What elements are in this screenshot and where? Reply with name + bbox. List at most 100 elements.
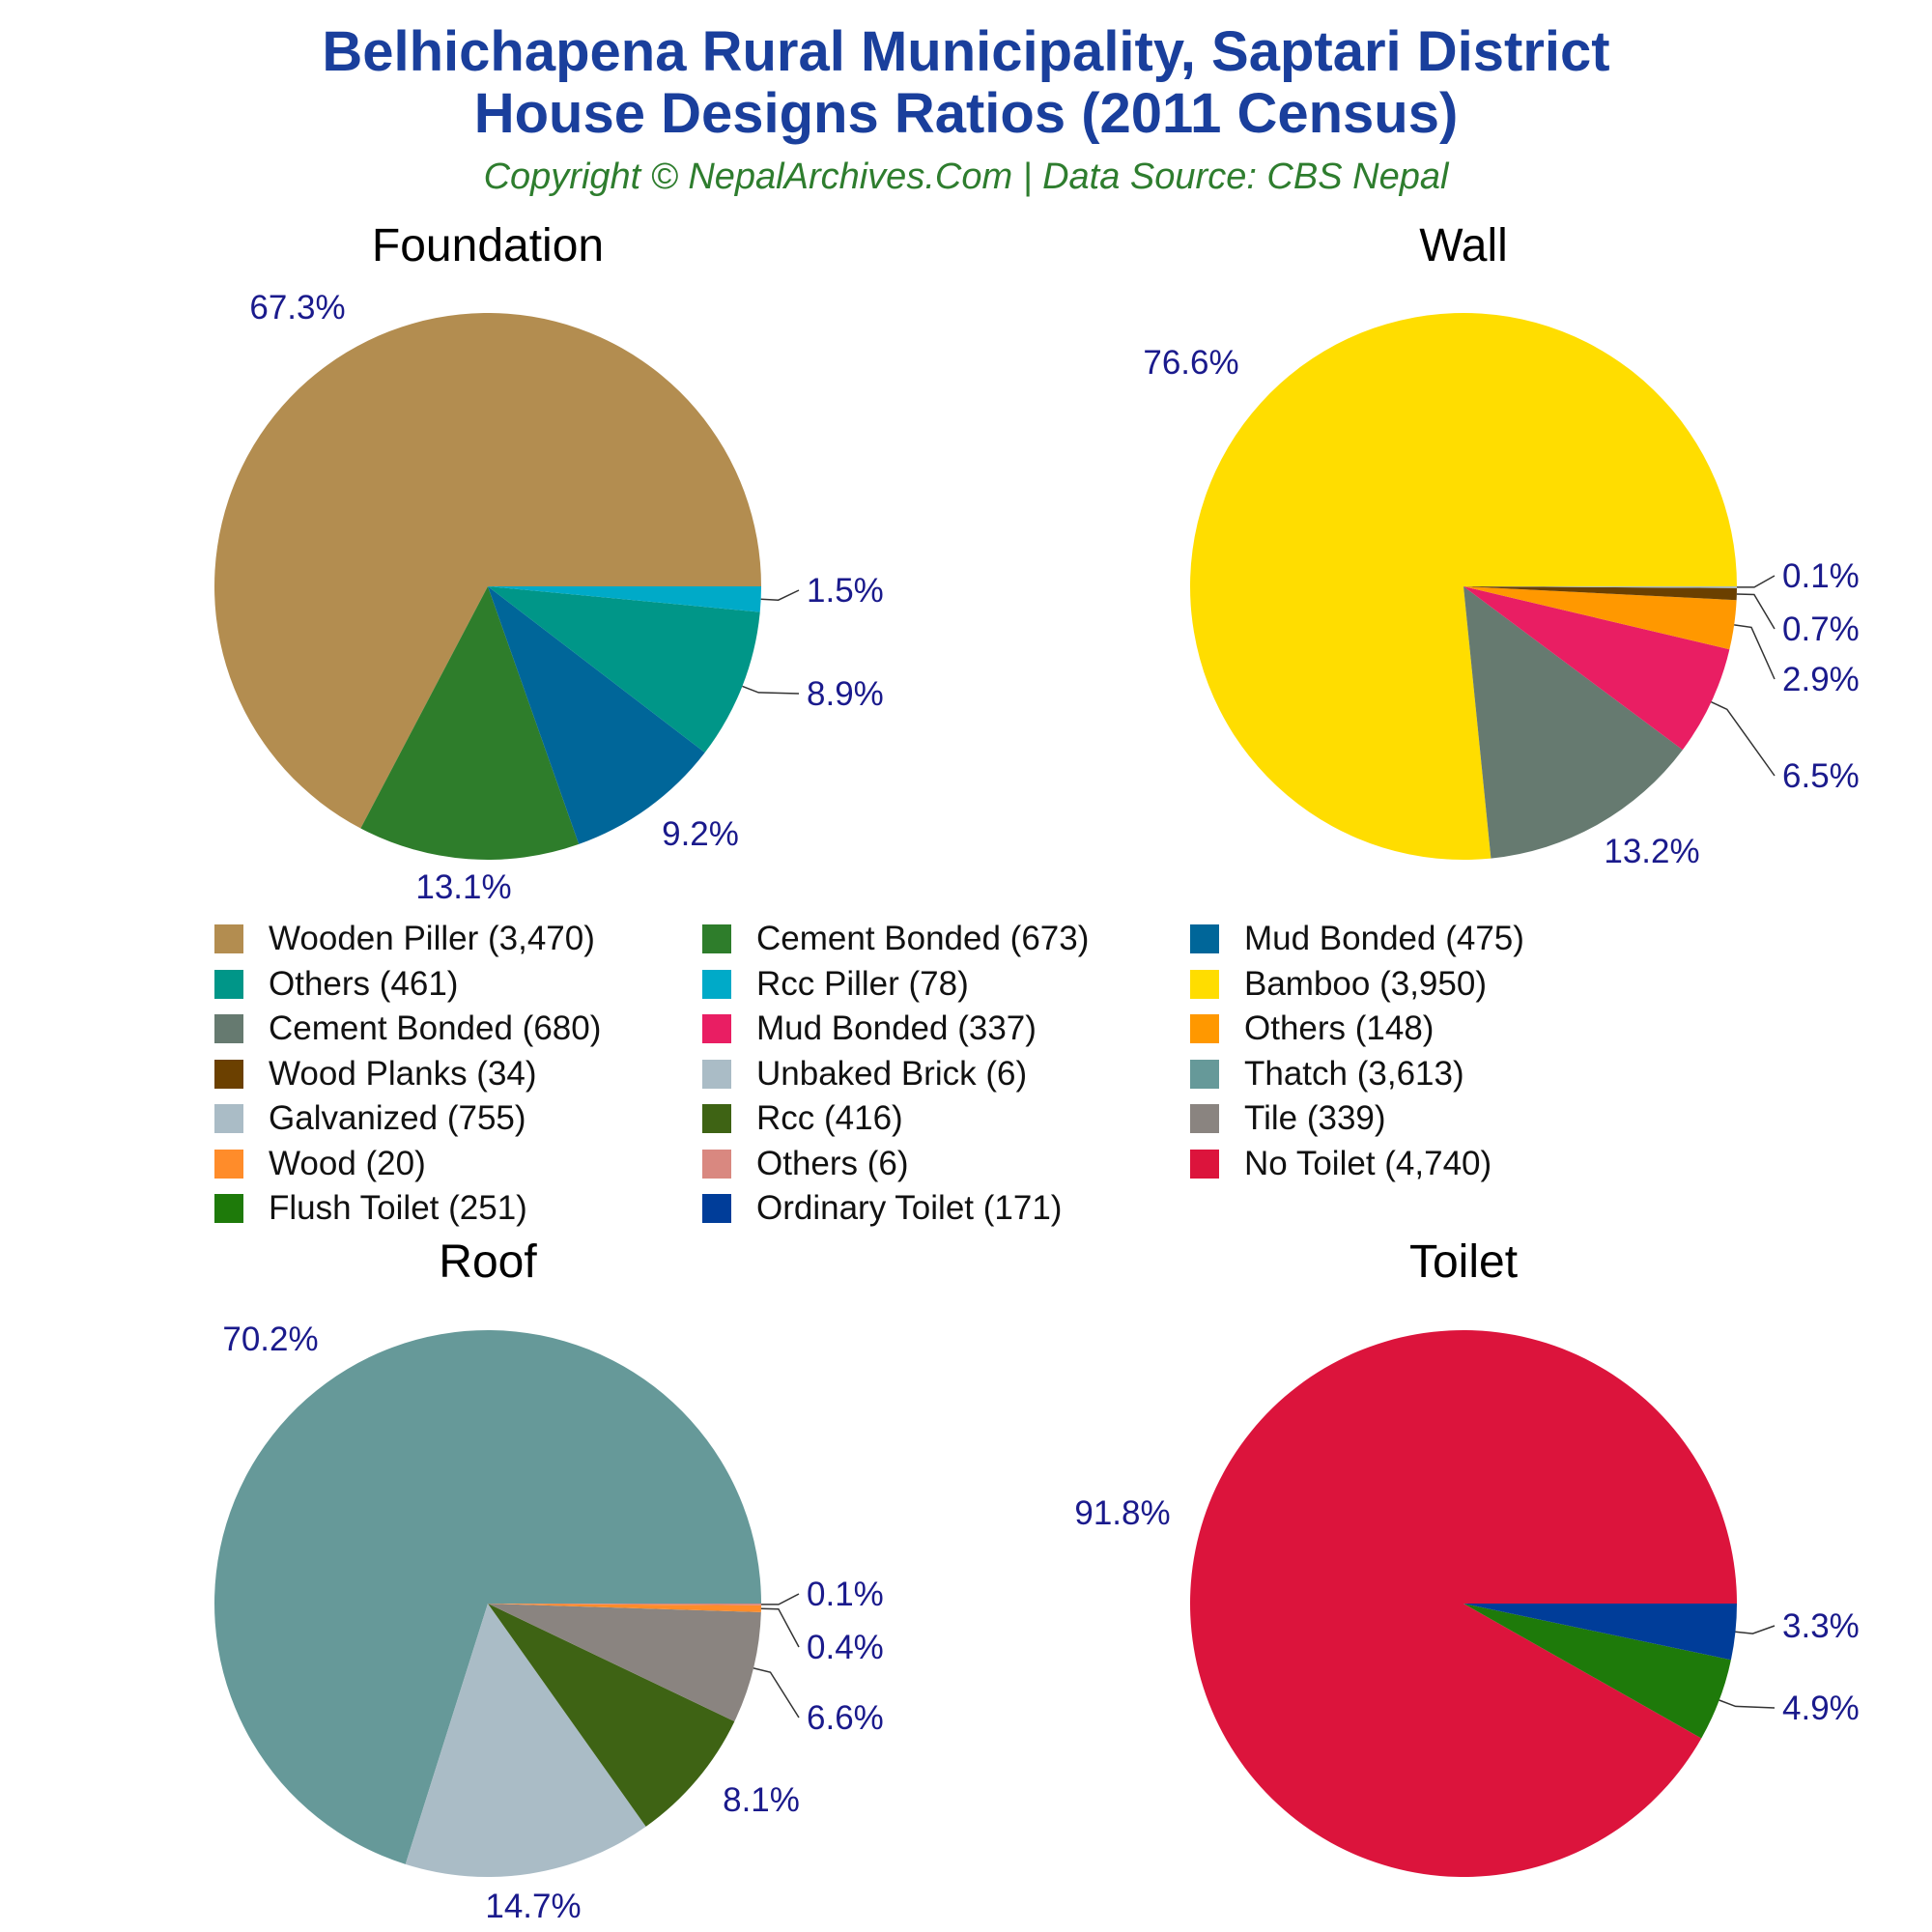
pie-leader-line xyxy=(1735,1625,1776,1634)
legend-label: Cement Bonded (680) xyxy=(269,1009,602,1047)
pie-leader-line xyxy=(760,1607,800,1648)
legend-item: Mud Bonded (337) xyxy=(702,1008,1037,1050)
legend-item: Thatch (3,613) xyxy=(1190,1053,1464,1095)
legend-label: Ordinary Toilet (171) xyxy=(756,1189,1063,1227)
pie-leader-line xyxy=(753,1667,800,1719)
legend-label: Cement Bonded (673) xyxy=(756,920,1090,957)
legend-swatch xyxy=(214,969,243,999)
pie-leader-line xyxy=(1734,624,1776,680)
legend-label: Wooden Piller (3,470) xyxy=(269,920,595,957)
pie-title-roof: Roof xyxy=(439,1236,537,1288)
pie-percent-label: 13.2% xyxy=(1604,833,1699,870)
legend-label: Flush Toilet (251) xyxy=(269,1189,527,1227)
legend-item: Rcc Piller (78) xyxy=(702,963,969,1006)
pie-percent-label: 6.5% xyxy=(1782,757,1860,795)
legend-label: Mud Bonded (337) xyxy=(756,1009,1037,1047)
legend-label: Tile (339) xyxy=(1244,1099,1386,1137)
legend-swatch xyxy=(1190,1014,1219,1043)
pie-slice-roof-rcc xyxy=(488,1604,735,1827)
legend-item: Wood (20) xyxy=(214,1143,426,1185)
legend-swatch xyxy=(214,1059,243,1089)
legend-label: No Toilet (4,740) xyxy=(1244,1144,1492,1182)
legend-swatch xyxy=(702,1149,731,1179)
legend-item: Galvanized (755) xyxy=(214,1097,526,1140)
legend-swatch xyxy=(1190,1104,1219,1133)
pie-chart-toilet: Toilet 91.8% 4.9% 3.3% xyxy=(1074,1236,1860,1877)
legend-label: Others (6) xyxy=(756,1144,909,1182)
pie-slice-foundation-mud-bonded xyxy=(488,586,705,844)
legend-label: Others (461) xyxy=(269,964,459,1003)
pie-chart-wall: Wall 76.6% 13.2% 6.5% 2.9% 0.7% 0.1% xyxy=(1143,220,1859,870)
legend-swatch xyxy=(214,924,243,953)
legend-swatch xyxy=(214,1194,243,1223)
pie-percent-label: 91.8% xyxy=(1074,1494,1170,1532)
pie-percent-label: 8.1% xyxy=(723,1781,800,1819)
pie-slice-wall-mud-bonded xyxy=(1463,586,1730,751)
pie-percent-label: 76.6% xyxy=(1143,344,1238,382)
legend-swatch xyxy=(214,1149,243,1179)
legend-item: Flush Toilet (251) xyxy=(214,1187,527,1230)
pie-percent-label: 0.1% xyxy=(807,1576,884,1613)
pie-slice-wall-unbaked-brick xyxy=(1463,586,1737,588)
pie-slice-foundation-others xyxy=(488,586,760,753)
pie-slice-wall-cement-bonded xyxy=(1463,586,1683,859)
legend-item: Rcc (416) xyxy=(702,1097,903,1140)
pie-slice-toilet-ordinary-toilet xyxy=(1463,1604,1737,1661)
legend-item: Unbaked Brick (6) xyxy=(702,1053,1027,1095)
pie-slice-roof-tile xyxy=(488,1604,761,1721)
chart-header: Belhichapena Rural Municipality, Saptari… xyxy=(0,21,1932,201)
pie-slice-toilet-flush-toilet xyxy=(1463,1604,1731,1739)
pie-leader-line xyxy=(1711,701,1776,777)
pie-percent-label: 0.1% xyxy=(1782,557,1860,595)
pie-percent-label: 1.5% xyxy=(807,572,884,610)
legend-swatch xyxy=(1190,1059,1219,1089)
legend-swatch xyxy=(702,1059,731,1089)
legend-label: Galvanized (755) xyxy=(269,1099,526,1137)
legend-swatch xyxy=(702,1194,731,1223)
chart-subtitle: Copyright © NepalArchives.Com | Data Sou… xyxy=(483,156,1449,197)
legend-swatch xyxy=(702,1104,731,1133)
pie-chart-roof: Roof 70.2% 14.7% 8.1% 6.6% 0.4% 0.1% xyxy=(213,1236,884,1925)
legend-item: Wooden Piller (3,470) xyxy=(214,918,595,960)
pie-chart-foundation: Foundation 67.3% 13.1% 9.2% 8.9% 1.5% xyxy=(213,220,884,906)
legend-label: Bamboo (3,950) xyxy=(1244,964,1487,1003)
legend-label: Rcc Piller (78) xyxy=(756,964,969,1003)
legend-item: Bamboo (3,950) xyxy=(1190,963,1487,1006)
pie-leader-line xyxy=(1719,1699,1776,1709)
legend-item: Cement Bonded (673) xyxy=(702,918,1089,960)
pie-leader-line xyxy=(1737,575,1776,588)
pie-title-toilet: Toilet xyxy=(1409,1236,1518,1288)
legend-swatch xyxy=(1190,1149,1219,1179)
legend-item: Others (148) xyxy=(1190,1008,1434,1050)
pie-title-wall: Wall xyxy=(1419,220,1508,271)
legend-item: Cement Bonded (680) xyxy=(214,1008,601,1050)
legend-item: Others (6) xyxy=(702,1143,909,1185)
pie-slice-wall-wood-planks xyxy=(1463,586,1737,601)
pie-percent-label: 0.4% xyxy=(807,1629,884,1666)
pie-slice-wall-bamboo xyxy=(1189,312,1738,860)
pie-percent-label: 4.9% xyxy=(1782,1690,1860,1727)
legend-label: Others (148) xyxy=(1244,1009,1435,1047)
pie-slice-foundation-rcc-piller xyxy=(488,586,761,612)
pie-slice-roof-galvanized xyxy=(405,1604,646,1877)
pie-percent-label: 2.9% xyxy=(1782,661,1860,698)
chart-title-line-2: House Designs Ratios (2011 Census) xyxy=(473,82,1459,145)
legend-swatch xyxy=(1190,924,1219,953)
pie-percent-label: 6.6% xyxy=(807,1699,884,1737)
legend-item: Wood Planks (34) xyxy=(214,1053,537,1095)
pie-percent-label: 13.1% xyxy=(415,868,511,906)
pie-slice-foundation-cement-bonded xyxy=(360,586,580,861)
pie-leader-line xyxy=(742,685,800,695)
pie-title-foundation: Foundation xyxy=(372,220,604,271)
legend-label: Thatch (3,613) xyxy=(1244,1054,1464,1093)
legend-item: Tile (339) xyxy=(1190,1097,1386,1140)
pie-percent-label: 3.3% xyxy=(1782,1607,1860,1645)
legend-item: No Toilet (4,740) xyxy=(1190,1143,1492,1185)
legend-label: Unbaked Brick (6) xyxy=(756,1054,1028,1093)
pie-slice-foundation-wooden-piller xyxy=(213,313,762,829)
pie-slice-roof-thatch xyxy=(213,1329,761,1864)
pie-percent-label: 8.9% xyxy=(807,675,884,713)
pie-percent-label: 14.7% xyxy=(485,1888,581,1925)
legend-item: Ordinary Toilet (171) xyxy=(702,1187,1062,1230)
